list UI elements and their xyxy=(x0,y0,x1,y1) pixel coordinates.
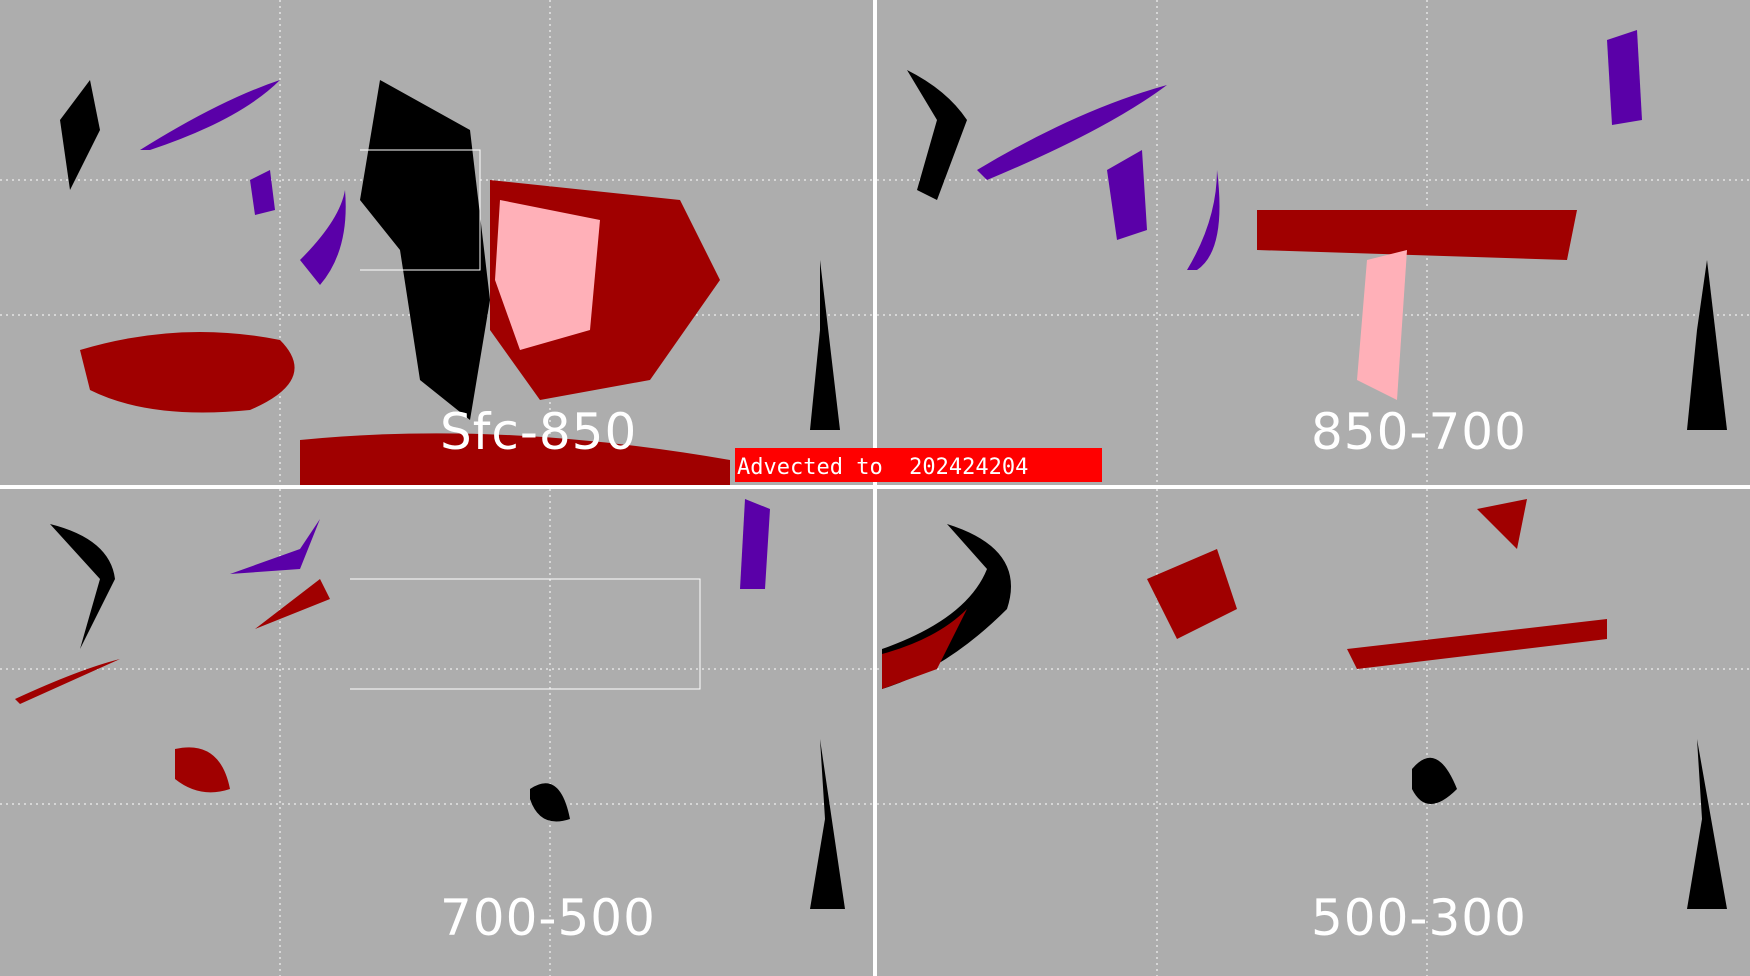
panel-label: 850-700 xyxy=(1311,403,1527,461)
panel-label: 500-300 xyxy=(1311,889,1527,947)
map-500-300 xyxy=(877,489,1750,976)
panel-label: Sfc-850 xyxy=(440,403,638,461)
map-700-500 xyxy=(0,489,873,976)
panel-sfc-850: Sfc-850 xyxy=(0,0,873,485)
panel-500-300: 500-300 xyxy=(877,489,1750,976)
panel-850-700: 850-700 xyxy=(877,0,1750,485)
advected-banner: Advected to 202424204 xyxy=(735,448,1102,482)
panel-label: 700-500 xyxy=(440,889,656,947)
map-sfc-850 xyxy=(0,0,873,485)
map-850-700 xyxy=(877,0,1750,485)
panel-700-500: 700-500 xyxy=(0,489,873,976)
